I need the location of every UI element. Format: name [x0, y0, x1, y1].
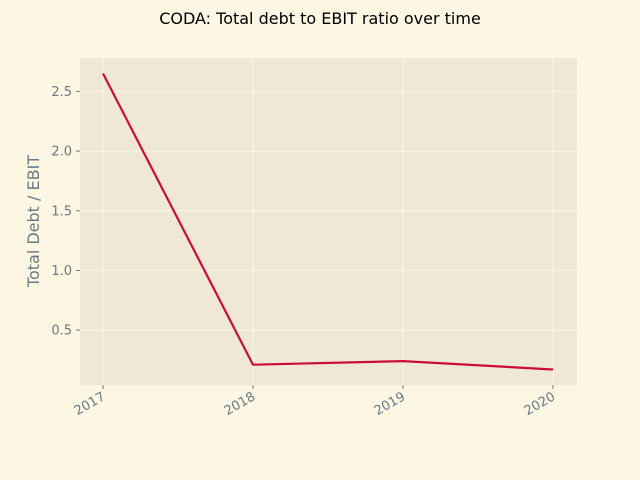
y-tick-label: 2.0: [51, 145, 72, 160]
series-layer: [102, 72, 554, 371]
y-tick-label: 1.0: [51, 264, 72, 279]
y-axis-label: Total Debt / EBIT: [24, 155, 43, 288]
chart-title: CODA: Total debt to EBIT ratio over time: [159, 9, 481, 28]
grid: [80, 58, 577, 385]
series-line: [102, 72, 554, 371]
y-tick-label: 0.5: [51, 324, 72, 339]
y-tick-label: 1.5: [51, 204, 72, 219]
plot-area: [80, 58, 577, 385]
y-tick-label: 2.5: [51, 85, 72, 100]
